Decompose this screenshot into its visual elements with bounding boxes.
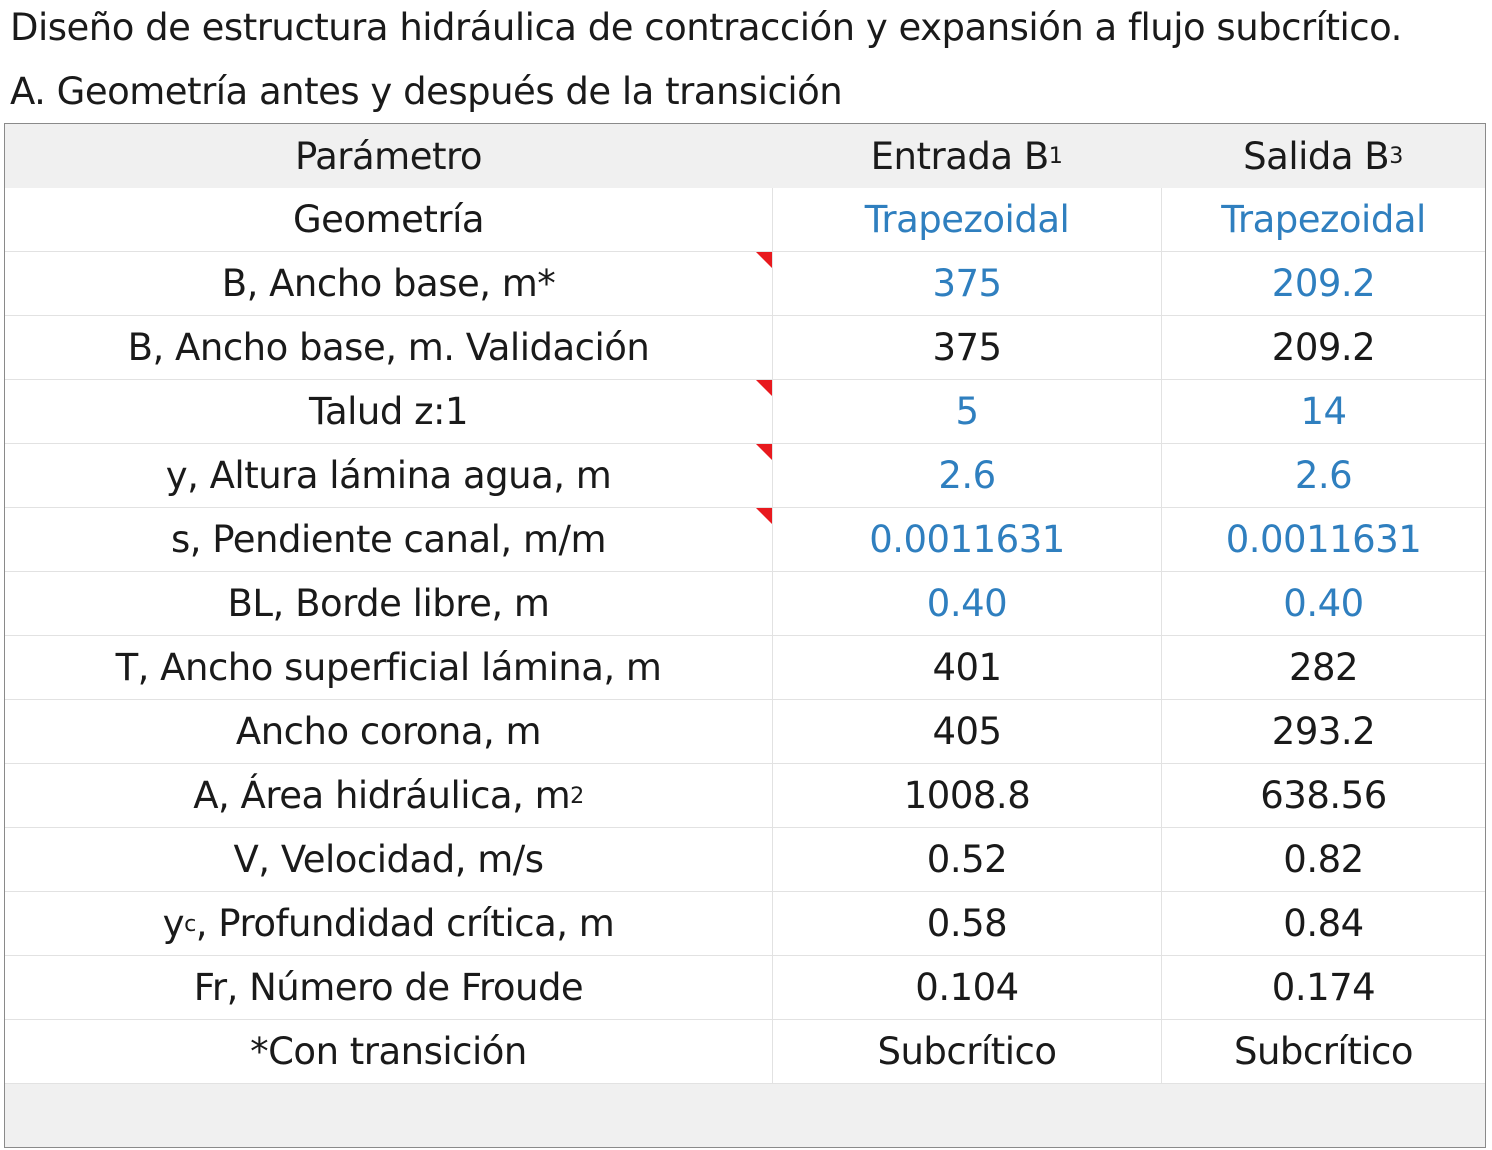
table-row: T, Ancho superficial lámina, m 401 282 — [5, 636, 1485, 700]
row-label: y, Altura lámina agua, m — [5, 444, 772, 507]
row-label-text: y — [162, 902, 185, 945]
table-row: Geometría Trapezoidal Trapezoidal — [5, 188, 1485, 252]
table-row: B, Ancho base, m* 375 209.2 — [5, 252, 1485, 316]
salida-value[interactable]: Trapezoidal — [1161, 188, 1485, 251]
row-label-text: Talud z:1 — [308, 390, 469, 433]
row-label: s, Pendiente canal, m/m — [5, 508, 772, 571]
salida-value[interactable]: 14 — [1161, 380, 1485, 443]
entrada-value[interactable]: 2.6 — [772, 444, 1161, 507]
row-label: B, Ancho base, m. Validación — [127, 326, 650, 369]
salida-value: 293.2 — [1161, 700, 1485, 763]
comment-flag-icon[interactable] — [756, 252, 772, 268]
row-label: V, Velocidad, m/s — [233, 838, 544, 881]
table-row: B, Ancho base, m. Validación 375 209.2 — [5, 316, 1485, 380]
entrada-value[interactable]: 5 — [772, 380, 1161, 443]
entrada-value: 0.58 — [772, 892, 1161, 955]
entrada-value: 405 — [772, 700, 1161, 763]
salida-value: 638.56 — [1161, 764, 1485, 827]
salida-value: 0.84 — [1161, 892, 1485, 955]
section-subtitle: A. Geometría antes y después de la trans… — [10, 70, 843, 113]
table-row: V, Velocidad, m/s 0.52 0.82 — [5, 828, 1485, 892]
row-label-rest: , Profundidad crítica, m — [195, 902, 615, 945]
table-row: Talud z:1 5 14 — [5, 380, 1485, 444]
table-row: *Con transición Subcrítico Subcrítico — [5, 1020, 1485, 1084]
row-label: Geometría — [292, 198, 485, 241]
comment-flag-icon[interactable] — [756, 380, 772, 396]
salida-value: 282 — [1161, 636, 1485, 699]
row-label: T, Ancho superficial lámina, m — [115, 646, 662, 689]
salida-value[interactable]: 2.6 — [1161, 444, 1485, 507]
entrada-value[interactable]: Trapezoidal — [772, 188, 1161, 251]
salida-value[interactable]: 209.2 — [1161, 252, 1485, 315]
header-entrada-label: Entrada B — [870, 134, 1050, 178]
row-label: Ancho corona, m — [235, 710, 542, 753]
header-salida-label: Salida B — [1243, 134, 1390, 178]
header-entrada-sub: 1 — [1048, 143, 1063, 169]
table-row: Fr, Número de Froude 0.104 0.174 — [5, 956, 1485, 1020]
salida-value: 0.82 — [1161, 828, 1485, 891]
entrada-value: Subcrítico — [772, 1020, 1161, 1083]
entrada-value: 375 — [772, 316, 1161, 379]
entrada-value: 401 — [772, 636, 1161, 699]
table-row: s, Pendiente canal, m/m 0.0011631 0.0011… — [5, 508, 1485, 572]
table-row: BL, Borde libre, m 0.40 0.40 — [5, 572, 1485, 636]
row-label-text: s, Pendiente canal, m/m — [170, 518, 607, 561]
row-label-text: A, Área hidráulica, m — [193, 774, 571, 817]
entrada-value: 1008.8 — [772, 764, 1161, 827]
comment-flag-icon[interactable] — [756, 444, 772, 460]
salida-value: 209.2 — [1161, 316, 1485, 379]
salida-value: 0.174 — [1161, 956, 1485, 1019]
entrada-value[interactable]: 0.40 — [772, 572, 1161, 635]
entrada-value: 0.52 — [772, 828, 1161, 891]
salida-value: Subcrítico — [1161, 1020, 1485, 1083]
salida-value[interactable]: 0.40 — [1161, 572, 1485, 635]
salida-value[interactable]: 0.0011631 — [1161, 508, 1485, 571]
row-label-text: B, Ancho base, m* — [221, 262, 556, 305]
header-param: Parámetro — [294, 134, 483, 178]
row-label: Talud z:1 — [5, 380, 772, 443]
entrada-value[interactable]: 0.0011631 — [772, 508, 1161, 571]
row-label-sub: c — [184, 910, 196, 937]
row-label: B, Ancho base, m* — [5, 252, 772, 315]
row-label: BL, Borde libre, m — [227, 582, 550, 625]
comment-flag-icon[interactable] — [756, 508, 772, 524]
row-label: *Con transición — [250, 1030, 527, 1073]
table-row: y, Altura lámina agua, m 2.6 2.6 — [5, 444, 1485, 508]
row-label-text: y, Altura lámina agua, m — [165, 454, 612, 497]
row-label: Fr, Número de Froude — [193, 966, 584, 1009]
header-salida-sub: 3 — [1389, 143, 1403, 169]
page-title: Diseño de estructura hidráulica de contr… — [10, 6, 1402, 49]
entrada-value[interactable]: 375 — [772, 252, 1161, 315]
entrada-value: 0.104 — [772, 956, 1161, 1019]
table-footer-band — [5, 1084, 1485, 1147]
table-row: Ancho corona, m 405 293.2 — [5, 700, 1485, 764]
